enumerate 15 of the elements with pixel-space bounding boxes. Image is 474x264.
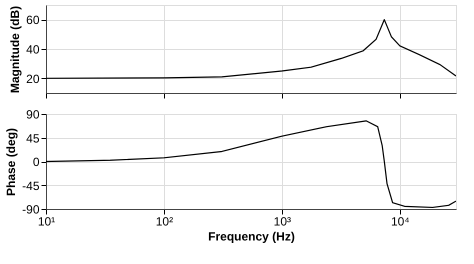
x-tick-label: 10⁴: [390, 214, 410, 228]
y-tick-label: 90: [26, 108, 40, 122]
y-axis-title: Magnitude (dB): [8, 6, 22, 94]
y-axis-title: Phase (deg): [4, 128, 18, 196]
x-tick-label: 10²: [156, 214, 174, 228]
y-tick-label: 40: [26, 42, 40, 56]
x-axis-title: Frequency (Hz): [208, 230, 295, 244]
y-tick-label: 0: [32, 155, 40, 169]
y-tick-label: -45: [22, 178, 40, 193]
y-tick-label: 20: [26, 72, 40, 86]
x-tick-label: 10³: [274, 214, 292, 228]
y-tick-label: -90: [22, 202, 40, 216]
y-tick-label: 60: [26, 13, 40, 28]
x-tick-label: 10¹: [38, 214, 56, 228]
y-tick-label: 45: [26, 131, 40, 146]
